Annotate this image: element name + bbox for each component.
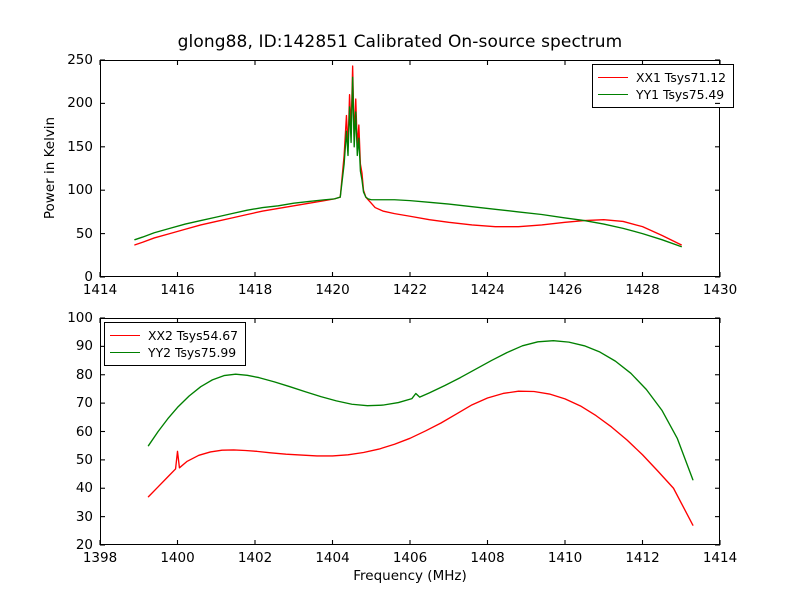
- bottom-ytick-label: 80: [75, 366, 93, 383]
- top-xtick-label: 1428: [625, 282, 660, 298]
- top-ytick-label: 250: [67, 52, 93, 68]
- bottom-xtick-label: 1402: [237, 550, 273, 566]
- top-legend-item: XX1 Tsys71.12: [598, 69, 726, 86]
- bottom-trace-red: [147, 390, 694, 526]
- bottom-xtick-label: 1412: [625, 550, 660, 566]
- top-xtick-label: 1414: [82, 282, 118, 298]
- bottom-legend-item: XX2 Tsys54.67: [110, 327, 238, 344]
- top-legend-item: YY1 Tsys75.49: [598, 86, 726, 103]
- top-ytick-label: 100: [67, 182, 93, 199]
- bottom-ytick-label: 100: [67, 310, 93, 326]
- bottom-xtick-label: 1414: [702, 550, 738, 566]
- top-xtick-label: 1422: [392, 282, 428, 298]
- top-ytick-label: 0: [84, 269, 93, 285]
- legend-line-swatch-green: [598, 94, 628, 95]
- figure-title: glong88, ID:142851 Calibrated On-source …: [177, 32, 623, 52]
- bottom-panel-legend: XX2 Tsys54.67 YY2 Tsys75.99: [104, 322, 247, 366]
- top-trace-red: [134, 65, 682, 246]
- bottom-legend-item: YY2 Tsys75.99: [110, 344, 238, 361]
- top-panel-legend: XX1 Tsys71.12 YY1 Tsys75.49: [592, 64, 735, 108]
- bottom-legend-label: YY2 Tsys75.99: [148, 345, 237, 360]
- top-xtick-label: 1430: [702, 282, 738, 298]
- legend-line-swatch-red: [110, 335, 140, 336]
- bottom-xtick-label: 1400: [160, 550, 195, 566]
- bottom-xtick-label: 1410: [547, 550, 583, 566]
- top-xtick-label: 1424: [470, 282, 505, 298]
- bottom-ytick-label: 30: [75, 508, 93, 525]
- top-legend-label: XX1 Tsys71.12: [636, 70, 727, 85]
- bottom-panel-xlabel: Frequency (MHz): [353, 568, 467, 584]
- bottom-xtick-label: 1408: [470, 550, 505, 566]
- bottom-xtick-label: 1406: [392, 550, 428, 566]
- top-xtick-label: 1420: [315, 282, 350, 298]
- top-legend-label: YY1 Tsys75.49: [636, 87, 725, 102]
- bottom-ytick-label: 20: [75, 537, 93, 553]
- top-xtick-label: 1418: [237, 282, 273, 298]
- top-xtick-label: 1426: [547, 282, 583, 298]
- bottom-ytick-label: 40: [75, 480, 93, 497]
- bottom-ytick-label: 50: [75, 451, 93, 468]
- legend-line-swatch-red: [598, 77, 628, 78]
- top-ytick-label: 50: [75, 225, 93, 242]
- top-ytick-label: 200: [67, 95, 93, 112]
- bottom-legend-label: XX2 Tsys54.67: [148, 328, 239, 343]
- bottom-trace-green: [147, 340, 694, 481]
- legend-line-swatch-green: [110, 352, 140, 353]
- top-ytick-label: 150: [67, 138, 93, 155]
- top-trace-green: [134, 76, 682, 248]
- bottom-xtick-label: 1398: [82, 550, 118, 566]
- bottom-ytick-label: 60: [75, 423, 93, 440]
- top-xtick-label: 1416: [160, 282, 195, 298]
- bottom-ytick-label: 90: [75, 338, 93, 355]
- bottom-xtick-label: 1404: [315, 550, 350, 566]
- bottom-ytick-label: 70: [75, 395, 93, 412]
